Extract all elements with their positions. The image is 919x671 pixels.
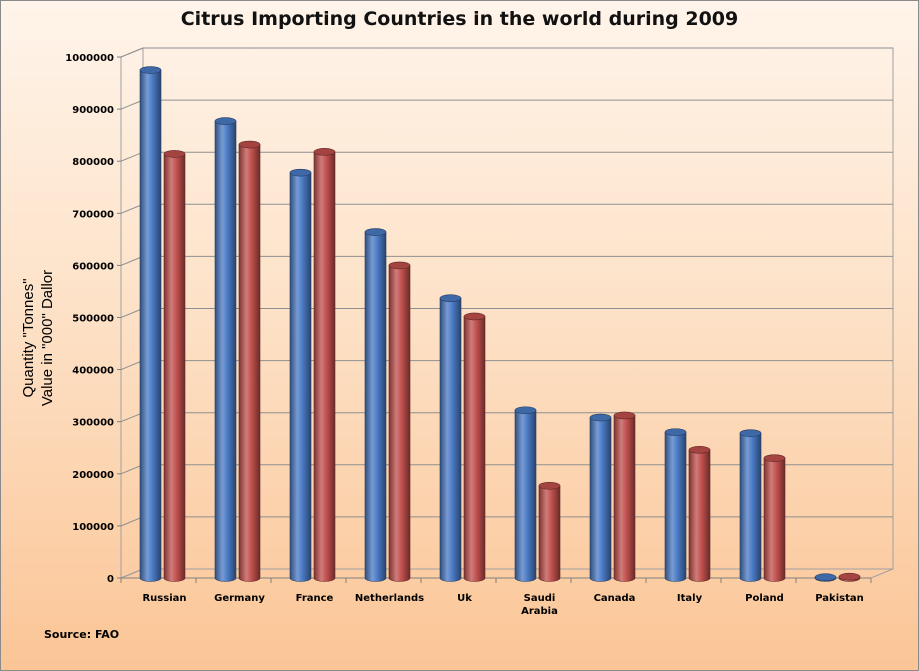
gridline-side xyxy=(120,412,144,423)
bar-top xyxy=(613,411,636,420)
bar-top xyxy=(163,150,186,158)
gridline-side xyxy=(120,151,144,162)
gridline-side xyxy=(120,255,144,266)
bar-top xyxy=(514,406,537,415)
bar xyxy=(139,69,162,582)
bar xyxy=(364,231,387,582)
x-tick-label: Uk xyxy=(457,593,472,604)
y-tick-label: 900000 xyxy=(72,105,114,116)
bar-top xyxy=(214,117,237,125)
gridline-side xyxy=(120,464,144,475)
y-tick-label: 500000 xyxy=(72,314,114,325)
y-tick-label: 700000 xyxy=(72,209,114,220)
bar-top xyxy=(838,572,861,581)
x-tick-label: Italy xyxy=(677,593,703,604)
x-tick-label: Russian xyxy=(142,593,186,604)
gridline-side xyxy=(120,47,144,58)
bar-top xyxy=(814,573,837,582)
bar xyxy=(664,431,687,582)
bar xyxy=(289,172,312,582)
bar-top xyxy=(763,454,786,462)
bar xyxy=(163,153,186,582)
x-tick-label: Netherlands xyxy=(355,593,424,604)
y-tick-label: 1000000 xyxy=(65,53,114,64)
bar-top xyxy=(364,228,387,236)
y-tick-label: 0 xyxy=(107,574,114,585)
bar xyxy=(214,120,237,582)
y-tick-label: 300000 xyxy=(72,418,114,429)
x-tick-label: France xyxy=(296,593,334,604)
bar xyxy=(439,297,462,582)
gridline-side xyxy=(120,203,144,214)
bar xyxy=(763,457,786,582)
x-tick-label: Germany xyxy=(214,593,265,604)
y-tick-label: 100000 xyxy=(72,522,114,533)
bar xyxy=(388,265,411,582)
gridline-side xyxy=(120,360,144,371)
bar-top xyxy=(664,428,687,436)
bar-top xyxy=(688,446,711,454)
bar-top xyxy=(289,168,312,177)
bar-top xyxy=(538,481,561,490)
bar-top xyxy=(739,429,762,437)
bar xyxy=(613,415,636,582)
bar xyxy=(313,151,336,582)
bar-top xyxy=(439,294,462,303)
bar-top xyxy=(589,413,612,422)
bar xyxy=(238,144,261,582)
source-note: Source: FAO xyxy=(44,628,120,641)
bar-top xyxy=(238,140,261,149)
x-tick-label: Poland xyxy=(745,593,784,604)
bar xyxy=(589,417,612,582)
y-tick-label: 200000 xyxy=(72,470,114,481)
bar xyxy=(688,449,711,582)
bar-top xyxy=(388,261,411,270)
chart-title: Citrus Importing Countries in the world … xyxy=(180,8,739,30)
x-tick-label: Saudi Arabia xyxy=(521,593,558,617)
y-tick-label: 600000 xyxy=(72,261,114,272)
bar xyxy=(514,409,537,582)
y-tick-label: 400000 xyxy=(72,366,114,377)
gridline-side xyxy=(120,516,144,527)
x-tick-label: Canada xyxy=(594,593,636,604)
bar-top xyxy=(313,148,336,156)
y-tick-label: 800000 xyxy=(72,157,114,168)
x-tick-label: Pakistan xyxy=(815,593,864,604)
bar xyxy=(538,485,561,582)
bar xyxy=(739,432,762,582)
bar xyxy=(463,316,486,582)
bar-top xyxy=(139,66,162,74)
gridline-side xyxy=(120,99,144,110)
bar-top xyxy=(463,312,486,321)
gridline-side xyxy=(120,308,144,318)
